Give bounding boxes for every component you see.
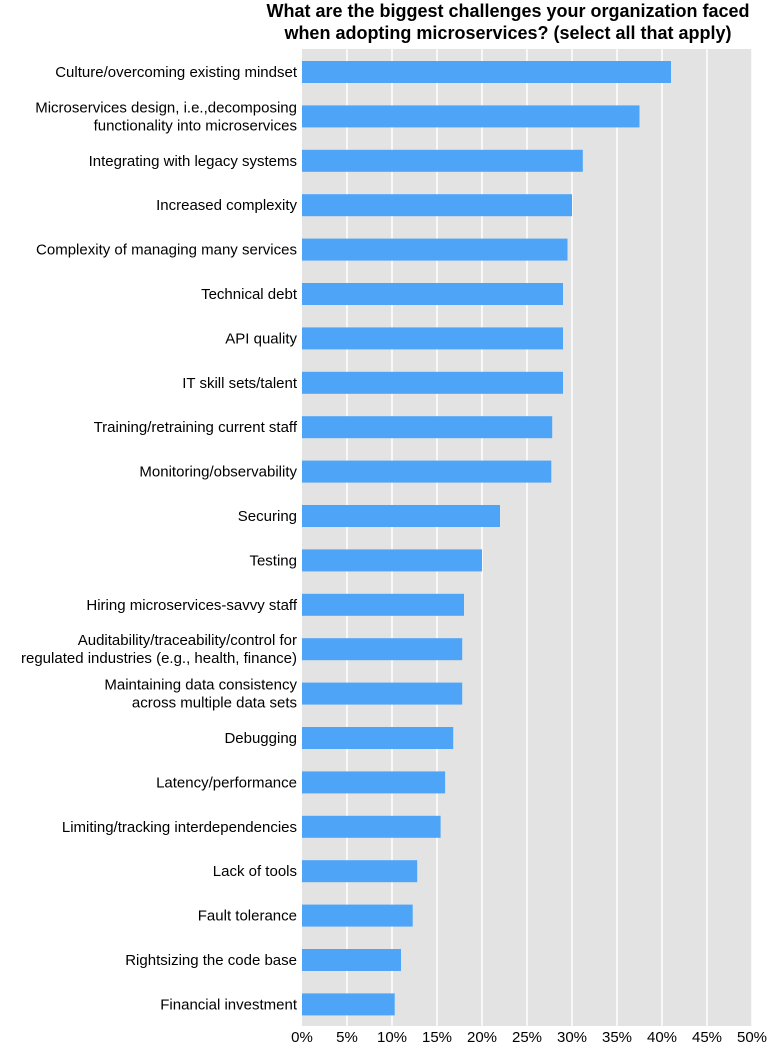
category-label: Complexity of managing many services <box>36 242 297 259</box>
category-label: Auditability/traceability/control for reg… <box>21 632 297 667</box>
category-label: Debugging <box>224 730 297 747</box>
x-tick-label: 5% <box>336 1029 358 1046</box>
category-label-line: regulated industries (e.g., health, fina… <box>21 650 297 667</box>
category-label-line: Securing <box>238 508 297 525</box>
category-label-line: Training/retraining current staff <box>94 419 298 436</box>
chart-title-line-1: What are the biggest challenges your org… <box>266 1 750 21</box>
category-label-line: across multiple data sets <box>132 695 297 712</box>
bar <box>302 593 464 616</box>
category-label: Technical debt <box>201 286 298 303</box>
category-label: Increased complexity <box>156 197 297 214</box>
x-tick-label: 45% <box>692 1029 722 1046</box>
bar <box>302 238 568 261</box>
category-label: Lack of tools <box>213 863 297 880</box>
category-label: Fault tolerance <box>198 908 297 925</box>
category-label-line: Fault tolerance <box>198 908 297 925</box>
x-tick-label: 40% <box>647 1029 677 1046</box>
category-label-line: IT skill sets/talent <box>182 375 298 392</box>
category-label-line: Debugging <box>224 730 297 747</box>
bar <box>302 105 640 128</box>
x-axis-ticks: 0% 5% 10% 15% 20% 25% 30% 35% 40% 45% 50% <box>291 1029 767 1046</box>
category-label-line: Latency/performance <box>156 774 297 791</box>
x-tick-label: 10% <box>377 1029 407 1046</box>
bar <box>302 682 463 705</box>
bars <box>302 61 671 1016</box>
bar <box>302 505 500 527</box>
x-tick-label: 15% <box>422 1029 452 1046</box>
bar <box>302 815 441 838</box>
category-label: Maintaining data consistency across multi… <box>104 677 297 712</box>
category-label-line: Complexity of managing many services <box>36 242 297 259</box>
category-label: IT skill sets/talent <box>182 375 298 392</box>
category-label-line: Testing <box>249 552 297 569</box>
category-label-line: Technical debt <box>201 286 298 303</box>
bar <box>302 149 583 172</box>
bar <box>302 860 418 883</box>
bar <box>302 416 553 439</box>
bar <box>302 727 454 749</box>
category-label-line: Limiting/tracking interdependencies <box>62 819 297 836</box>
category-label-line: Increased complexity <box>156 197 297 214</box>
x-tick-label: 35% <box>602 1029 632 1046</box>
bar <box>302 638 463 661</box>
category-label-line: Lack of tools <box>213 863 297 880</box>
category-label: Hiring microservices-savvy staff <box>86 597 297 614</box>
x-tick-label: 30% <box>557 1029 587 1046</box>
category-label-line: Monitoring/observability <box>139 464 297 481</box>
category-label-line: Financial investment <box>160 996 298 1013</box>
category-label-line: Maintaining data consistency <box>104 677 297 694</box>
x-tick-label: 20% <box>467 1029 497 1046</box>
category-label-line: Auditability/traceability/control for <box>78 632 297 649</box>
category-label: Securing <box>238 508 297 525</box>
category-label: Testing <box>249 552 297 569</box>
bar <box>302 949 401 971</box>
x-tick-label: 0% <box>291 1029 313 1046</box>
category-label: Rightsizing the code base <box>125 952 297 969</box>
x-tick-label: 50% <box>737 1029 767 1046</box>
category-label-line: Microservices design, i.e.,decomposing <box>35 99 297 116</box>
category-label: Training/retraining current staff <box>94 419 298 436</box>
category-labels: Culture/overcoming existing mindset Micro… <box>21 64 298 1013</box>
x-tick-label: 25% <box>512 1029 542 1046</box>
bar <box>302 904 413 927</box>
category-label: API quality <box>225 330 297 347</box>
bar <box>302 283 563 305</box>
bar <box>302 327 563 350</box>
category-label: Limiting/tracking interdependencies <box>62 819 297 836</box>
category-label-line: API quality <box>225 330 297 347</box>
category-label: Latency/performance <box>156 774 297 791</box>
bar <box>302 460 552 483</box>
bar <box>302 194 572 217</box>
category-label-line: Culture/overcoming existing mindset <box>55 64 298 81</box>
bar <box>302 549 482 572</box>
category-label: Financial investment <box>160 996 298 1013</box>
category-label: Microservices design, i.e.,decomposing fu… <box>35 99 297 134</box>
category-label-line: functionality into microservices <box>94 117 297 134</box>
category-label-line: Hiring microservices-savvy staff <box>86 597 297 614</box>
category-label-line: Rightsizing the code base <box>125 952 297 969</box>
category-label: Integrating with legacy systems <box>89 153 297 170</box>
category-label: Culture/overcoming existing mindset <box>55 64 298 81</box>
category-label: Monitoring/observability <box>139 464 297 481</box>
chart-title-line-2: when adopting microservices? (select all… <box>284 23 732 43</box>
category-label-line: Integrating with legacy systems <box>89 153 297 170</box>
bar <box>302 771 446 794</box>
bar <box>302 371 563 394</box>
bar <box>302 61 671 83</box>
chart-title: What are the biggest challenges your org… <box>250 0 766 44</box>
bar <box>302 993 395 1016</box>
